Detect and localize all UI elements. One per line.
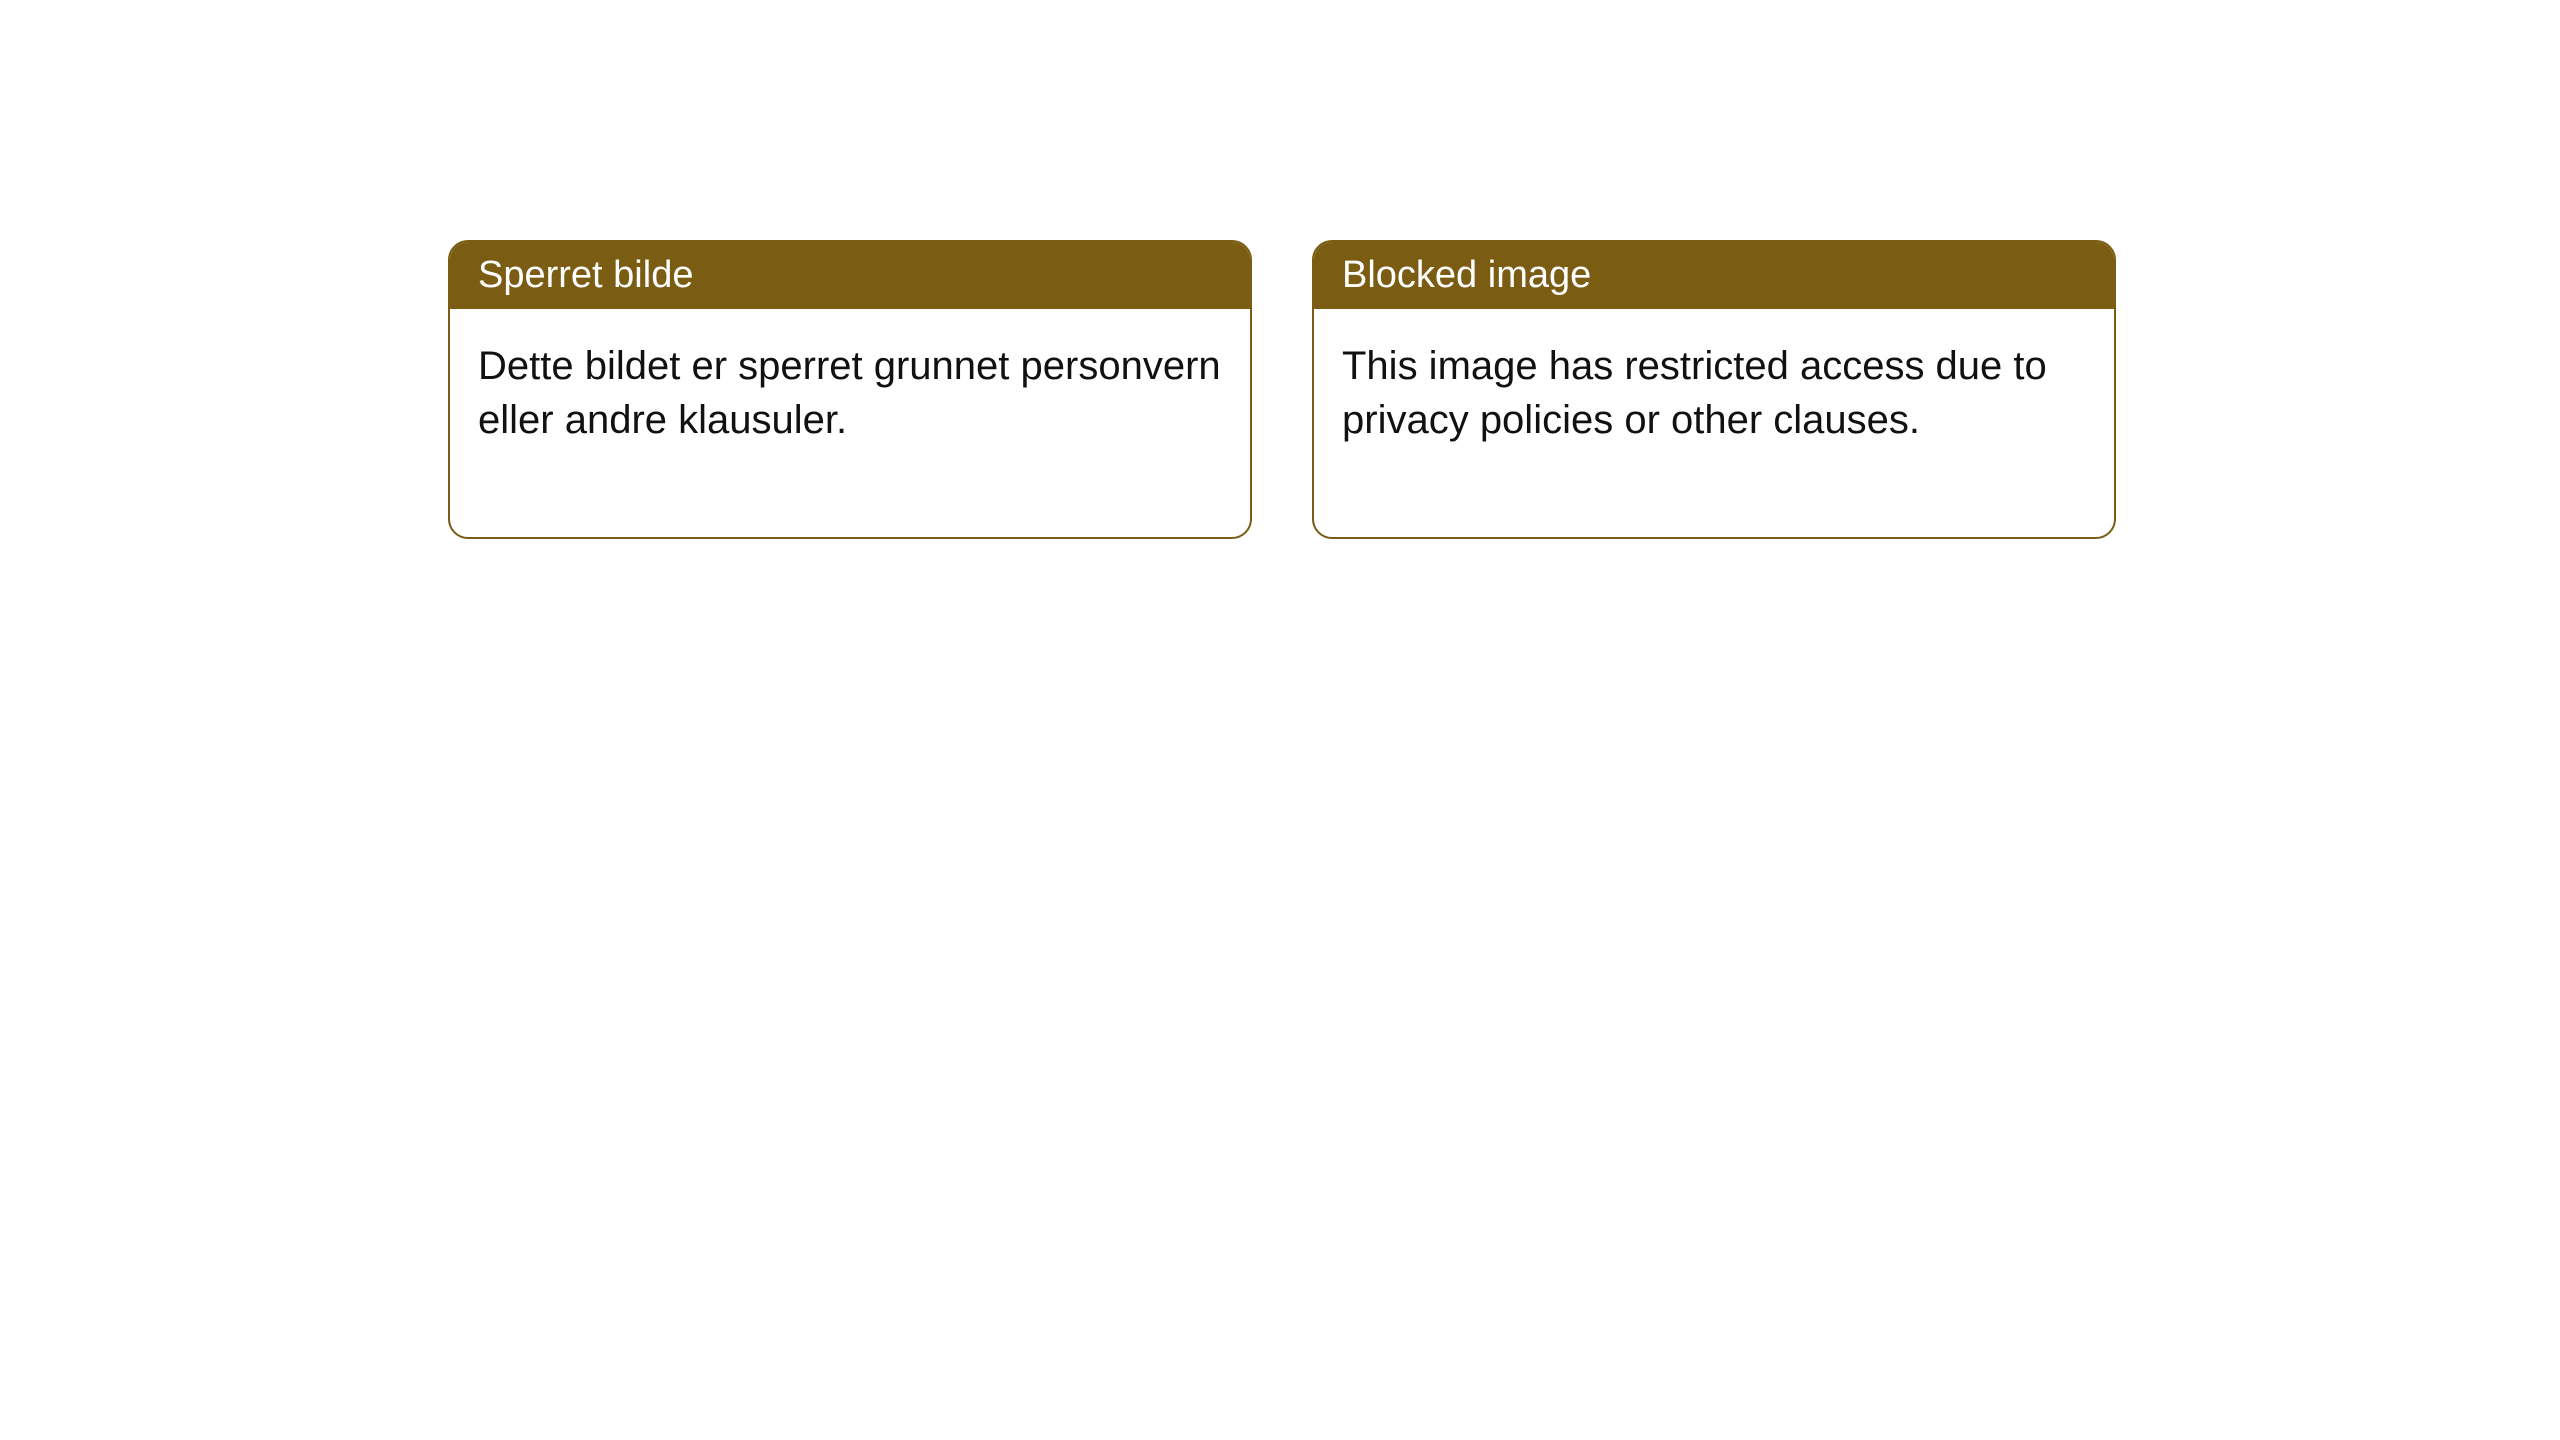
card-body: This image has restricted access due to … <box>1314 309 2114 537</box>
card-header: Sperret bilde <box>450 242 1250 309</box>
card-title: Sperret bilde <box>478 254 693 296</box>
card-body-text: Dette bildet er sperret grunnet personve… <box>478 344 1221 442</box>
card-body-text: This image has restricted access due to … <box>1342 344 2047 442</box>
notice-container: Sperret bilde Dette bildet er sperret gr… <box>0 0 2560 539</box>
notice-card-norwegian: Sperret bilde Dette bildet er sperret gr… <box>448 240 1252 539</box>
card-header: Blocked image <box>1314 242 2114 309</box>
notice-card-english: Blocked image This image has restricted … <box>1312 240 2116 539</box>
card-title: Blocked image <box>1342 254 1591 296</box>
card-body: Dette bildet er sperret grunnet personve… <box>450 309 1250 537</box>
